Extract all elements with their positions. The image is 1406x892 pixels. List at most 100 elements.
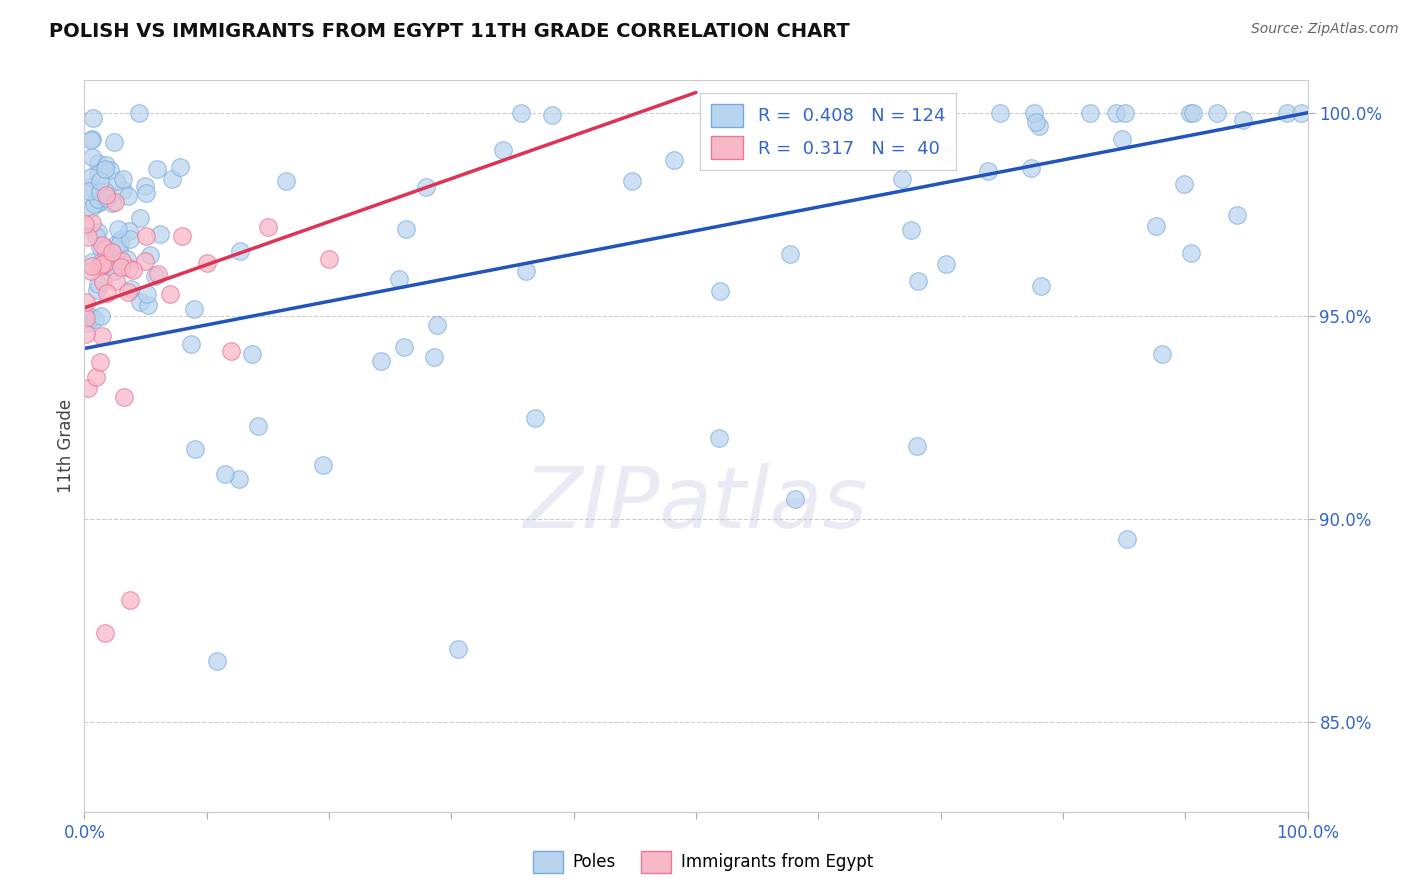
Point: [108, 243, 131, 257]
Point: [423, 350, 446, 364]
Point: [122, 262, 145, 277]
Point: [96, 158, 118, 172]
Point: [180, 336, 202, 351]
Point: [1232, 113, 1254, 128]
Point: [172, 229, 194, 244]
Point: [990, 105, 1012, 120]
Point: [1078, 105, 1101, 120]
Point: [120, 282, 142, 296]
Point: [229, 244, 252, 259]
Point: [105, 274, 128, 288]
Point: [80, 264, 103, 278]
Point: [257, 219, 280, 234]
Point: [779, 247, 801, 261]
Point: [108, 235, 131, 250]
Point: [214, 467, 236, 482]
Point: [80, 169, 103, 184]
Point: [515, 263, 537, 277]
Point: [87, 167, 110, 181]
Point: [94, 242, 117, 256]
Point: [312, 458, 335, 472]
Point: [146, 161, 169, 176]
Point: [82, 254, 104, 268]
Point: [388, 271, 411, 285]
Point: [117, 189, 139, 203]
Point: [94, 240, 117, 254]
Point: [100, 245, 122, 260]
Point: [318, 252, 340, 266]
Point: [82, 216, 104, 230]
Point: [73, 217, 96, 231]
Point: [976, 164, 998, 178]
Point: [76, 230, 98, 244]
Point: [135, 229, 157, 244]
Point: [87, 225, 110, 239]
Legend: R =  0.408   N = 124, R =  0.317   N =  40: R = 0.408 N = 124, R = 0.317 N = 40: [700, 93, 956, 170]
Point: [1275, 105, 1298, 120]
Point: [87, 277, 110, 291]
Point: [509, 105, 531, 120]
Point: [129, 211, 152, 225]
Point: [91, 329, 114, 343]
Point: [1029, 278, 1052, 293]
Text: POLISH VS IMMIGRANTS FROM EGYPT 11TH GRADE CORRELATION CHART: POLISH VS IMMIGRANTS FROM EGYPT 11TH GRA…: [49, 22, 851, 41]
Point: [82, 150, 104, 164]
Point: [86, 283, 108, 297]
Point: [89, 185, 111, 199]
Point: [1024, 105, 1046, 120]
Point: [90, 194, 112, 209]
Point: [1025, 115, 1047, 129]
Point: [86, 192, 108, 206]
Point: [446, 642, 468, 657]
Point: [110, 232, 132, 246]
Point: [79, 201, 101, 215]
Point: [134, 253, 156, 268]
Point: [1181, 105, 1204, 120]
Point: [664, 153, 686, 168]
Point: [110, 260, 132, 275]
Point: [105, 237, 128, 252]
Point: [136, 298, 159, 312]
Point: [492, 143, 515, 157]
Point: [183, 442, 205, 457]
Point: [103, 264, 125, 278]
Y-axis label: 11th Grade: 11th Grade: [58, 399, 76, 493]
Point: [905, 439, 928, 453]
Point: [1028, 120, 1050, 134]
Point: [77, 316, 100, 330]
Point: [935, 257, 957, 271]
Point: [83, 196, 105, 211]
Point: [139, 248, 162, 262]
Point: [87, 155, 110, 169]
Point: [1111, 132, 1133, 146]
Point: [183, 302, 205, 317]
Point: [82, 111, 104, 125]
Point: [159, 286, 181, 301]
Point: [118, 260, 141, 275]
Point: [94, 626, 117, 640]
Point: [112, 183, 135, 197]
Point: [1019, 161, 1042, 176]
Point: [370, 354, 392, 368]
Point: [111, 254, 134, 268]
Point: [1173, 177, 1195, 191]
Point: [80, 133, 103, 147]
Point: [1114, 105, 1136, 120]
Point: [84, 370, 107, 384]
Legend: Poles, Immigrants from Egypt: Poles, Immigrants from Egypt: [526, 845, 880, 880]
Point: [128, 105, 150, 120]
Point: [523, 410, 546, 425]
Point: [96, 286, 118, 301]
Point: [103, 135, 125, 149]
Point: [101, 196, 124, 211]
Point: [219, 343, 242, 358]
Point: [93, 257, 115, 271]
Point: [90, 254, 112, 268]
Point: [75, 294, 97, 309]
Point: [91, 275, 114, 289]
Point: [77, 185, 100, 199]
Point: [707, 431, 730, 445]
Point: [89, 309, 111, 323]
Point: [934, 148, 956, 162]
Point: [87, 196, 110, 211]
